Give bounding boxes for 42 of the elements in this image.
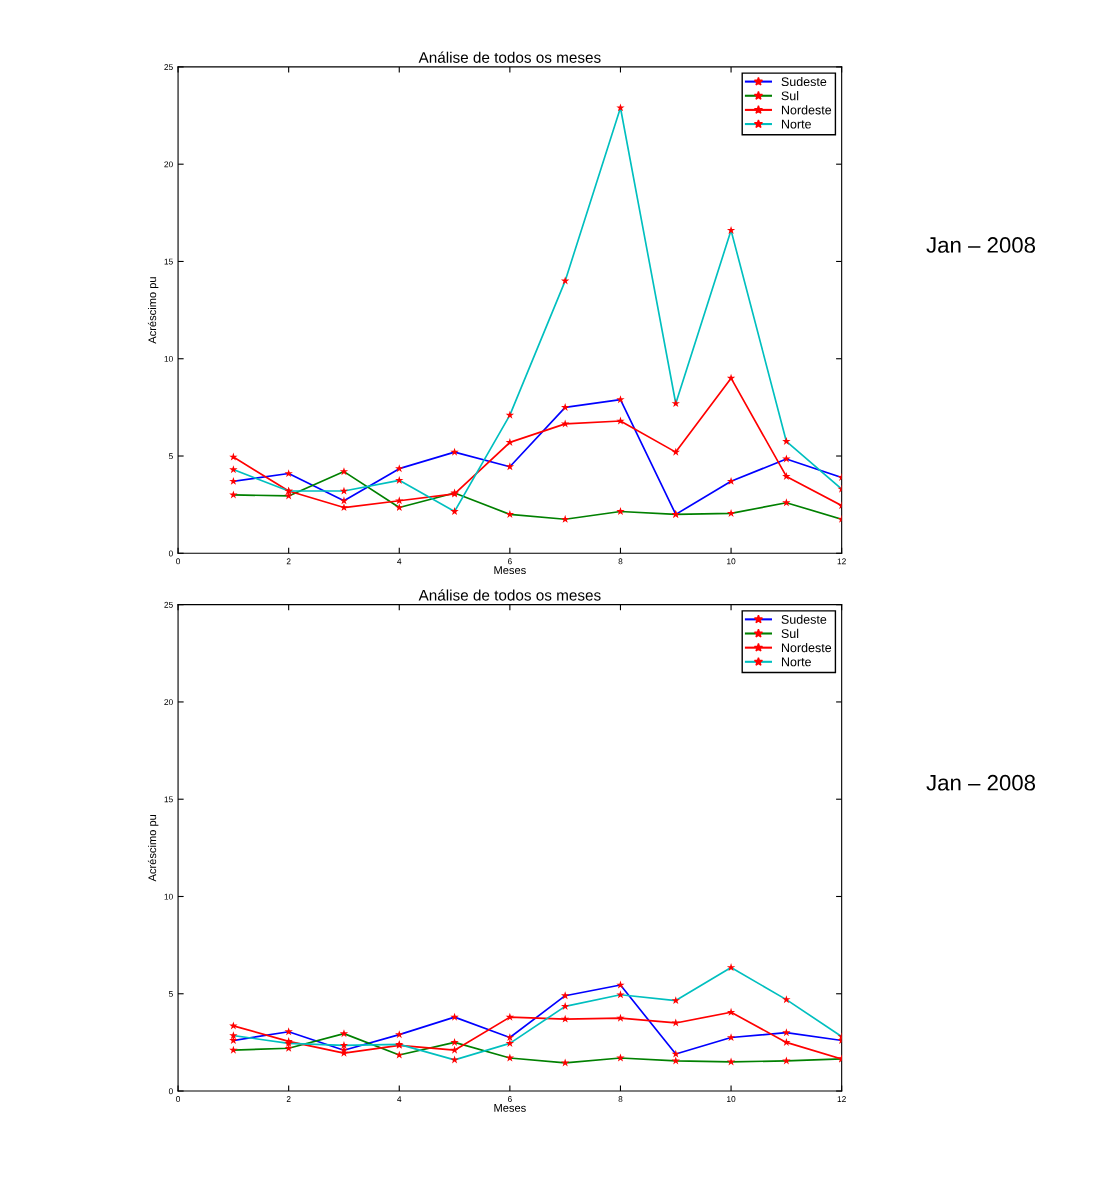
y-tick-label: 5 <box>168 991 173 997</box>
text: Jan – 2008 <box>926 774 1036 791</box>
y-tick-label: 25 <box>164 64 173 71</box>
legend-label: Sul <box>781 628 799 638</box>
x-tick-label: 8 <box>618 1096 623 1103</box>
y-tick-label: 5 <box>168 453 173 460</box>
y-tick-label: 20 <box>164 699 173 706</box>
legend-label: Norte <box>781 657 811 667</box>
y-tick-label: 0 <box>168 550 173 557</box>
y-tick-label: 15 <box>164 796 173 803</box>
x-axis-title: Meses <box>494 566 526 575</box>
y-axis-title: Acréscimo pu <box>147 277 159 344</box>
x-tick-label: 2 <box>286 1096 291 1102</box>
x-tick-label: 10 <box>727 1096 736 1103</box>
x-tick-label: 10 <box>727 558 736 565</box>
x-tick-label: 2 <box>286 558 291 565</box>
x-tick-label: 12 <box>837 558 846 565</box>
chart-title: Análise de todos os meses <box>418 51 601 63</box>
y-tick-label: 10 <box>164 355 173 362</box>
y-tick-label: 15 <box>164 258 173 265</box>
legend-label: Sudeste <box>781 614 827 624</box>
y-tick-label: 0 <box>168 1088 173 1095</box>
x-tick-label: 4 <box>397 1096 402 1102</box>
y-tick-label: 25 <box>164 601 173 608</box>
text: Jan – 2008 <box>926 237 1036 253</box>
legend-label: Sul <box>781 91 799 101</box>
legend-label: Nordeste <box>781 105 832 115</box>
x-tick-label: 4 <box>397 558 402 565</box>
y-axis-title: Acréscimo pu <box>147 814 159 882</box>
legend-label: Norte <box>781 119 811 129</box>
x-tick-label: 6 <box>507 558 512 565</box>
x-tick-label: 0 <box>176 1096 181 1103</box>
y-tick-label: 10 <box>164 893 173 900</box>
y-tick-label: 20 <box>164 161 173 168</box>
x-axis-title: Meses <box>494 1104 526 1112</box>
chart-title: Análise de todos os meses <box>418 589 601 601</box>
legend-label: Sudeste <box>781 76 827 87</box>
x-tick-label: 0 <box>176 558 181 565</box>
legend-label: Nordeste <box>781 642 832 653</box>
x-tick-label: 12 <box>837 1096 846 1102</box>
x-tick-label: 8 <box>618 558 623 565</box>
x-tick-label: 6 <box>507 1096 512 1103</box>
